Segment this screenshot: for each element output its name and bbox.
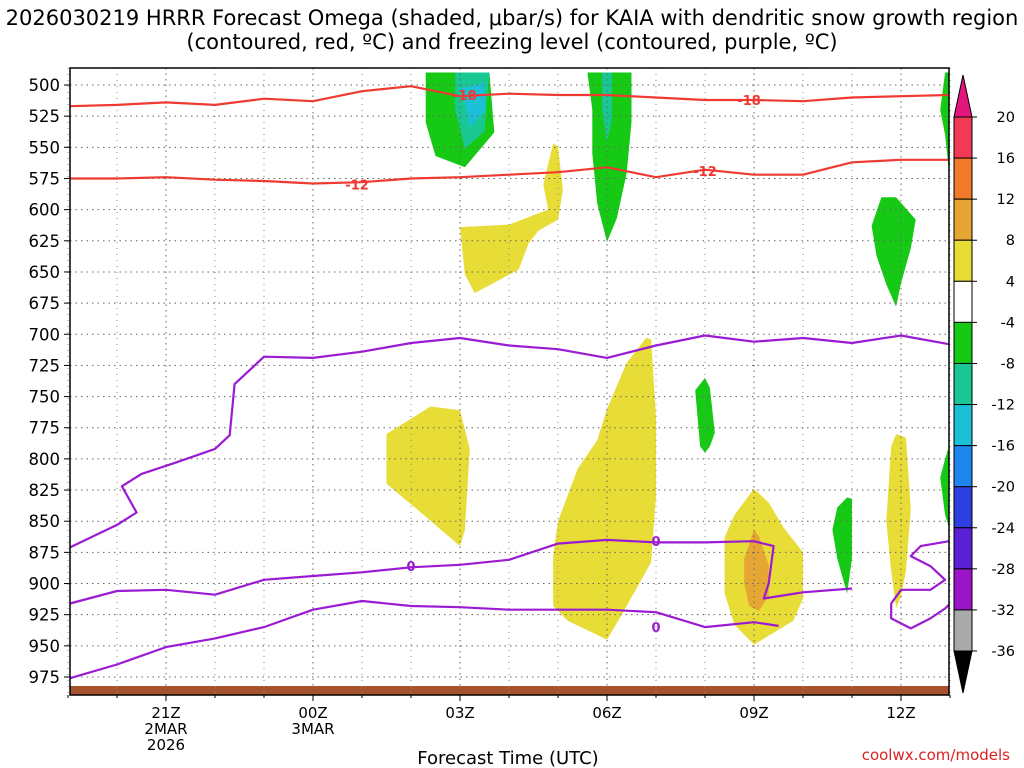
colorbar-label: 16 [997, 151, 1015, 167]
y-tick-label: 650 [29, 263, 61, 282]
colorbar-swatch [953, 527, 973, 570]
contour-line-1 [70, 158, 949, 185]
colorbar-swatch [953, 280, 973, 323]
contour-label: -12 [345, 179, 369, 194]
y-tick-label: 825 [29, 481, 61, 500]
contour-label: 0 [651, 535, 660, 550]
y-tick-label: 500 [29, 76, 61, 95]
plot-frame [69, 67, 950, 696]
omega-region-5 [460, 143, 563, 294]
x-axis-title: Forecast Time (UTC) [417, 748, 598, 768]
omega-region-15 [940, 446, 949, 528]
colorbar-label: 4 [1006, 274, 1015, 290]
y-tick-label: 675 [29, 294, 61, 313]
contour-line-0 [69, 85, 950, 108]
y-tick-label: 700 [29, 325, 61, 344]
x-tick-label: 2026 [147, 736, 185, 754]
y-tick-label: 775 [29, 419, 61, 438]
x-tick-label: 3MAR [291, 720, 334, 738]
omega-region-11 [744, 529, 769, 611]
colorbar-swatch [953, 321, 973, 364]
x-tick-label: 2MAR [144, 720, 187, 738]
y-tick-label: 550 [29, 138, 61, 157]
omega-region-12 [695, 377, 715, 453]
contour-label: 0 [651, 621, 660, 636]
omega-region-9 [553, 338, 656, 640]
x-tick-label: 09Z [739, 704, 768, 722]
omega-region-14 [886, 434, 911, 609]
colorbar-label: 8 [1006, 233, 1015, 249]
y-tick-label: 900 [29, 575, 61, 594]
x-tick-label: 12Z [886, 704, 915, 722]
colorbar-label: -32 [991, 603, 1015, 619]
colorbar-label: 20 [997, 110, 1015, 126]
y-tick-label: 800 [29, 450, 61, 469]
colorbar-swatch [953, 445, 973, 488]
terrain-band [70, 686, 949, 695]
y-tick-label: 625 [29, 232, 61, 251]
contour-line-5 [890, 540, 950, 630]
omega-colorbar: 20 16 12 8 4 -4 -8 -12 -16 -20 -24 -28 -32 -36 [953, 74, 1015, 694]
contour-line-3 [69, 538, 853, 605]
colorbar-label: -20 [991, 480, 1015, 496]
omega-region-8 [386, 406, 470, 547]
chart-title: 2026030219 HRRR Forecast Omega (shaded, … [5, 6, 1019, 54]
colorbar-swatch [953, 568, 973, 611]
contour-line-4 [69, 599, 779, 680]
colorbar-top-arrow [953, 74, 973, 118]
omega-shading [386, 72, 949, 645]
terrain-surface [70, 686, 949, 695]
omega-region-6 [871, 197, 916, 307]
y-tick-label: 575 [29, 169, 61, 188]
colorbar-label: 12 [997, 192, 1015, 208]
y-tick-label: 600 [29, 201, 61, 220]
y-tick-label: 525 [29, 107, 61, 126]
y-tick-label: 975 [29, 668, 61, 687]
colorbar-swatch [953, 157, 973, 200]
y-tick-label: 750 [29, 388, 61, 407]
x-tick-label: 21Z [151, 704, 180, 722]
frame-border [69, 67, 950, 696]
colorbar-label: -24 [991, 521, 1015, 537]
contour-label: -18 [453, 89, 477, 104]
colorbar-label: -8 [1001, 356, 1015, 372]
contour-line-2 [69, 334, 950, 549]
x-tick-label: 06Z [592, 704, 621, 722]
omega-region-7 [940, 72, 949, 173]
colorbar-label: -12 [991, 398, 1015, 414]
grid-lines [67, 68, 951, 695]
omega-region-3 [587, 72, 632, 242]
y-tick-label: 875 [29, 543, 61, 562]
colorbar-swatch [953, 404, 973, 447]
contour-lines: -18 -18 -12 -12 0 0 0 [69, 85, 950, 680]
colorbar-label: -36 [991, 644, 1015, 660]
colorbar-swatch [953, 239, 973, 282]
colorbar-swatch [953, 486, 973, 529]
x-tick-label: 03Z [445, 704, 474, 722]
omega-region-13 [832, 497, 852, 594]
colorbar-swatch [953, 198, 973, 241]
colorbar-bottom-arrow [953, 650, 973, 694]
y-tick-label: 925 [29, 606, 61, 625]
pressure-axis: 500 525 550 575 600 625 650 675 700 725 750 775 800 8… [29, 76, 70, 687]
site-credit: coolwx.com/models [862, 746, 1010, 764]
colorbar-swatch [953, 609, 973, 652]
colorbar-swatch [953, 362, 973, 406]
contour-label: -12 [693, 165, 717, 180]
colorbar-label: -16 [991, 439, 1015, 455]
colorbar-swatch [953, 116, 973, 159]
y-tick-label: 725 [29, 356, 61, 375]
x-tick-label: 00Z [298, 704, 327, 722]
y-tick-label: 950 [29, 637, 61, 656]
contour-label: -18 [737, 94, 761, 109]
colorbar-label: -4 [1001, 315, 1015, 331]
colorbar-label: -28 [991, 562, 1015, 578]
contour-label: 0 [406, 560, 415, 575]
y-tick-label: 850 [29, 512, 61, 531]
